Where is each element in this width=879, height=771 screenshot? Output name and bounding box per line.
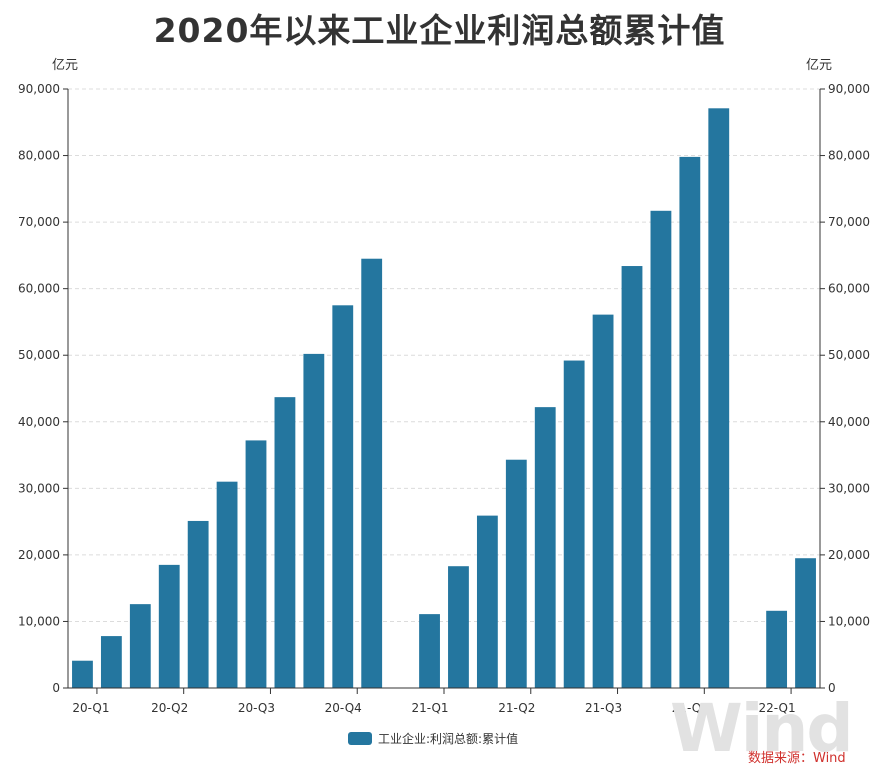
y-tick-label-right: 30,000 [828, 481, 870, 495]
y-tick-label-left: 0 [52, 681, 60, 695]
y-tick-label-right: 10,000 [828, 614, 870, 628]
bar[interactable] [187, 520, 209, 688]
bar[interactable] [419, 614, 440, 688]
chart-title: 2020年以来工业企业利润总额累计值 [153, 11, 726, 50]
legend-swatch [348, 731, 372, 745]
x-tick-label: 22-Q1 [759, 701, 796, 715]
y-tick-label-left: 60,000 [18, 282, 60, 296]
bar[interactable] [679, 156, 701, 689]
bar[interactable] [505, 459, 527, 688]
y-tick-label-left: 50,000 [18, 348, 60, 362]
right-y-ticks: 0 10,000 20,000 30,000 40,000 50,000 60,000 70,… [828, 82, 870, 695]
y-tick-label-right: 50,000 [828, 348, 870, 362]
legend-label: 工业企业:利润总额:累计值 [378, 731, 519, 746]
bar[interactable] [129, 604, 151, 688]
y-tick-label-right: 70,000 [828, 215, 870, 229]
bar[interactable] [448, 566, 469, 688]
y-tick-label-right: 20,000 [828, 548, 870, 562]
y-tick-label-right: 0 [828, 681, 836, 695]
bar[interactable] [650, 210, 672, 688]
y-tick-label-right: 60,000 [828, 282, 870, 296]
x-tick-label: 20-Q4 [325, 701, 362, 715]
wind-watermark: Wind [670, 690, 854, 767]
axes [63, 88, 825, 694]
bar[interactable] [476, 515, 498, 688]
x-tick-label: 20-Q3 [238, 701, 275, 715]
bar[interactable] [766, 610, 788, 688]
bar[interactable] [708, 108, 730, 689]
bar[interactable] [216, 481, 238, 688]
bar[interactable] [245, 440, 267, 688]
x-ticks: 20-Q1 20-Q2 20-Q3 20-Q4 21-Q1 21-Q2 21-Q3 21-Q4… [72, 701, 795, 715]
right-axis-unit: 亿元 [806, 58, 833, 73]
bar[interactable] [795, 558, 816, 688]
y-tick-label-left: 10,000 [18, 614, 60, 628]
grid-lines [68, 88, 820, 622]
x-tick-label: 21-Q2 [498, 701, 535, 715]
x-tick-label: 20-Q1 [72, 701, 109, 715]
y-tick-label-left: 20,000 [18, 548, 60, 562]
bar[interactable] [361, 258, 383, 688]
data-source: 数据来源：Wind [748, 751, 846, 766]
bar[interactable] [158, 564, 180, 688]
bar[interactable] [592, 314, 614, 688]
left-y-ticks: 0 10,000 20,000 30,000 40,000 50,000 60,000 70,… [18, 82, 60, 695]
y-tick-label-left: 30,000 [18, 481, 60, 495]
bar[interactable] [563, 360, 585, 688]
bar[interactable] [621, 266, 643, 688]
y-tick-label-left: 90,000 [18, 82, 60, 96]
left-axis-unit: 亿元 [52, 58, 79, 73]
y-tick-label-left: 70,000 [18, 215, 60, 229]
y-tick-label-right: 90,000 [828, 82, 870, 96]
bar[interactable] [534, 407, 556, 688]
x-tick-label: 20-Q2 [151, 701, 188, 715]
bar[interactable] [274, 397, 296, 688]
legend[interactable]: 工业企业:利润总额:累计值 [348, 730, 518, 746]
x-tick-label: 21-Q4 [672, 701, 709, 715]
y-tick-label-right: 40,000 [828, 415, 870, 429]
y-tick-label-right: 80,000 [828, 149, 870, 163]
y-tick-label-left: 80,000 [18, 149, 60, 163]
x-tick-label: 21-Q1 [411, 701, 448, 715]
bars [72, 108, 816, 689]
y-tick-label-left: 40,000 [18, 415, 60, 429]
bar[interactable] [303, 353, 325, 688]
x-tick-label: 21-Q3 [585, 701, 622, 715]
bar[interactable] [332, 305, 354, 688]
bar[interactable] [100, 636, 122, 688]
bar[interactable] [72, 660, 93, 688]
